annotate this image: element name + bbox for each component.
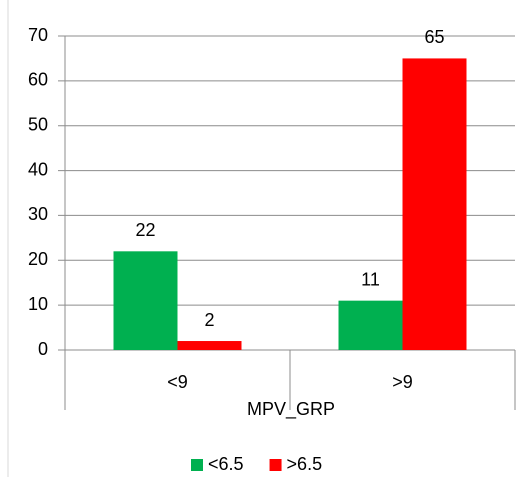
x-tick-label: <9 bbox=[167, 372, 188, 392]
x-axis-title: MPV_GRP bbox=[247, 399, 335, 420]
bar bbox=[402, 58, 467, 351]
y-tick-label: 40 bbox=[28, 159, 48, 179]
bar bbox=[177, 341, 242, 350]
legend-swatch bbox=[269, 459, 282, 471]
x-tick-label: >9 bbox=[392, 372, 413, 392]
data-label: 22 bbox=[135, 220, 155, 240]
y-tick-label: 30 bbox=[28, 204, 48, 224]
bar bbox=[113, 251, 178, 350]
data-label: 2 bbox=[204, 310, 214, 330]
legend-swatch bbox=[191, 459, 203, 471]
y-tick-label: 20 bbox=[28, 249, 48, 269]
legend-label: <6.5 bbox=[208, 454, 244, 474]
legend-label: >6.5 bbox=[287, 454, 323, 474]
y-tick-label: 50 bbox=[28, 114, 48, 134]
y-tick-label: 10 bbox=[28, 294, 48, 314]
y-tick-label: 0 bbox=[38, 339, 48, 359]
data-label: 11 bbox=[361, 269, 380, 289]
y-tick-label: 70 bbox=[28, 25, 48, 45]
bar bbox=[338, 300, 403, 350]
y-tick-label: 60 bbox=[28, 70, 48, 90]
data-label: 65 bbox=[424, 27, 444, 47]
